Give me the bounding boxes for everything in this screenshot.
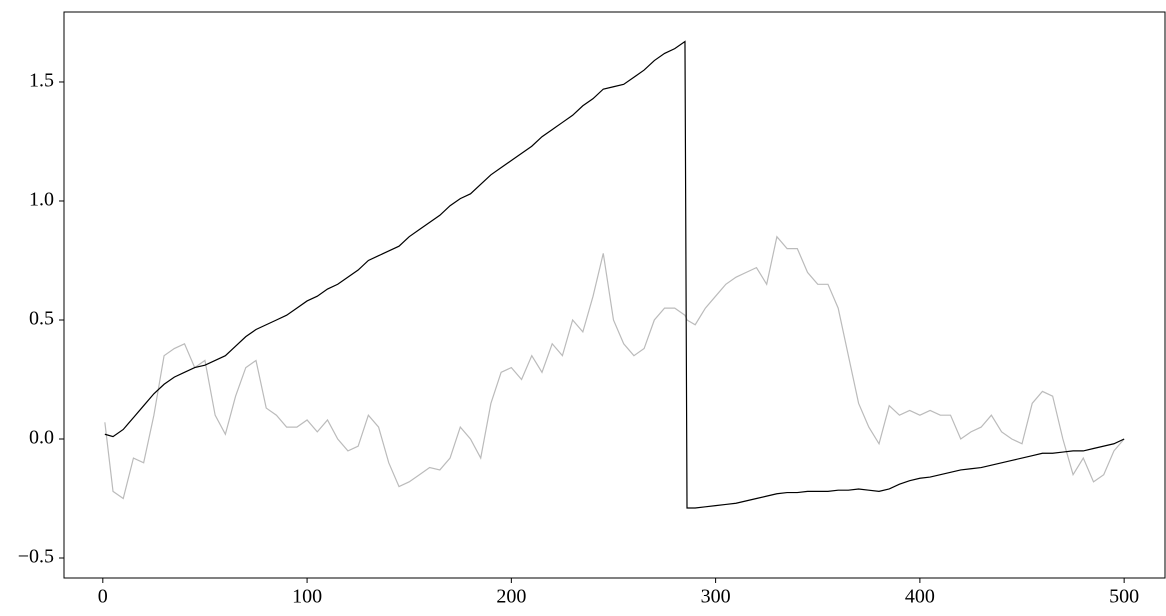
y-tick-label: 0.5 [29, 308, 54, 330]
x-tick-label: 100 [292, 586, 322, 608]
x-tick-label: 400 [905, 586, 935, 608]
line-series [104, 40, 1125, 509]
x-tick-label: 200 [496, 586, 526, 608]
line-series [104, 235, 1125, 500]
plot-frame [63, 11, 1166, 579]
x-tick-label: 0 [98, 586, 108, 608]
y-tick-label: 1.5 [29, 70, 54, 92]
x-tick-label: 500 [1109, 586, 1139, 608]
y-tick-label: 0.0 [29, 427, 54, 449]
y-tick-label: −0.5 [18, 546, 54, 568]
y-tick-label: 1.0 [29, 189, 54, 211]
x-tick-label: 300 [701, 586, 731, 608]
